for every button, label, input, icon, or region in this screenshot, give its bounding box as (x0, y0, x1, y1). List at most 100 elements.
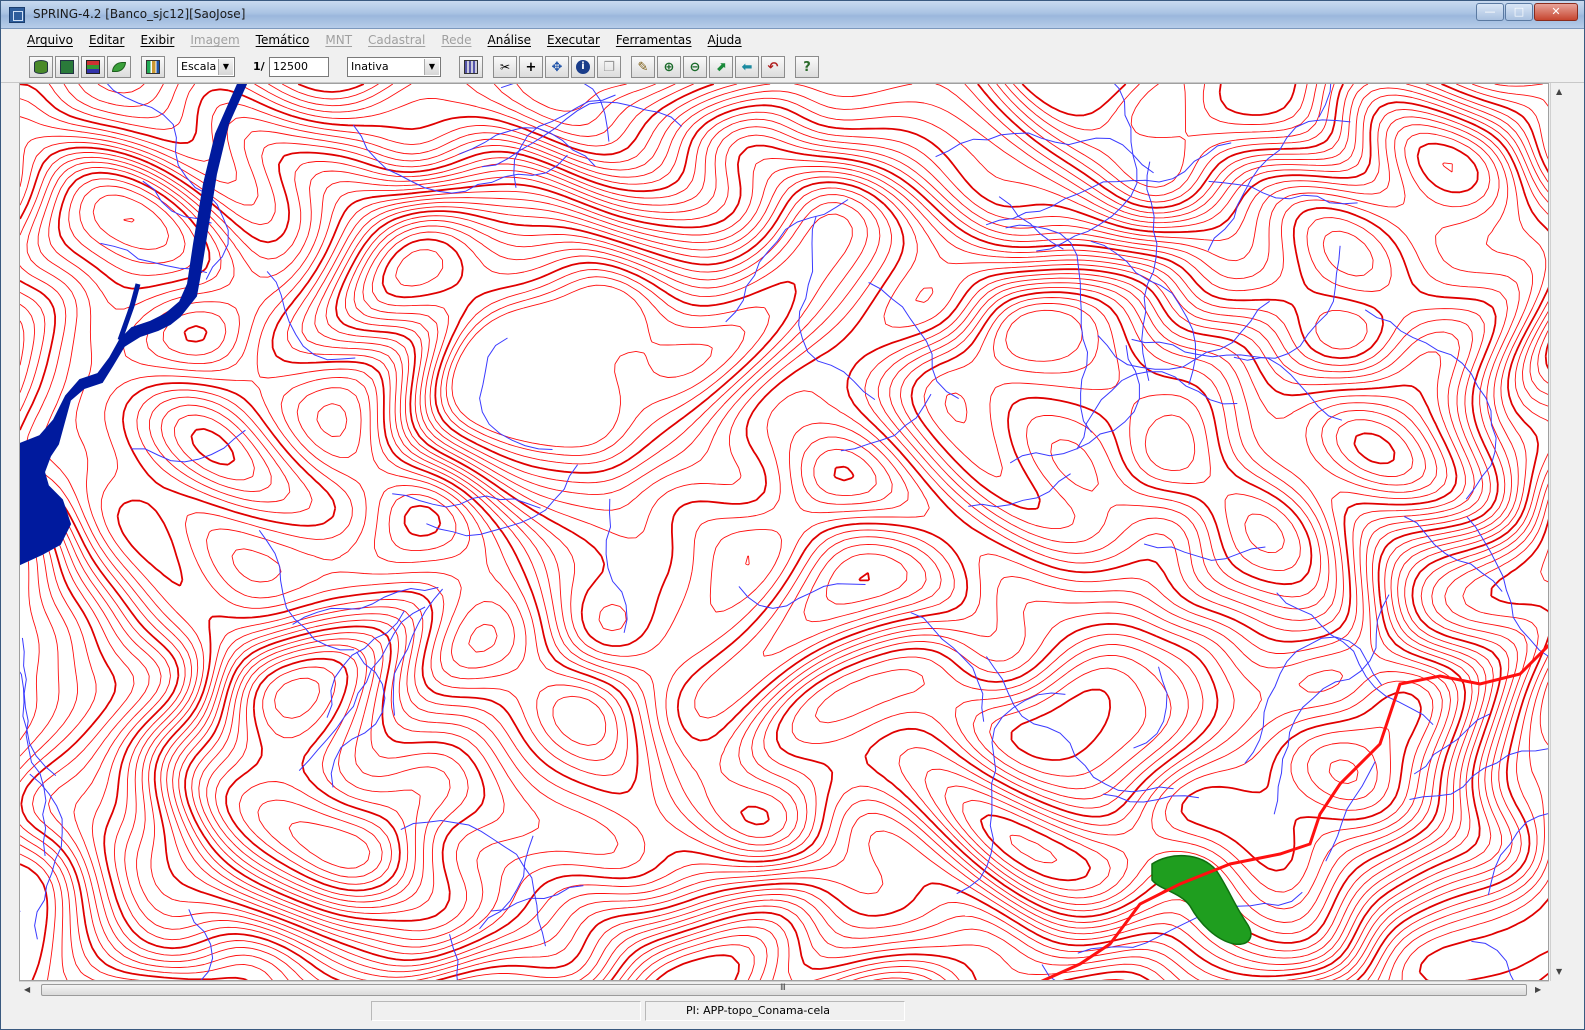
back-button[interactable]: ⬅ (735, 56, 759, 78)
help-icon: ? (803, 59, 811, 75)
database-icon (34, 60, 48, 74)
chevron-down-icon[interactable]: ▼ (424, 59, 439, 75)
drainage-stream (500, 84, 610, 142)
cursor-mode-select[interactable]: Inativa ▼ (347, 57, 441, 77)
zoom-area-button[interactable]: ⬈ (709, 56, 733, 78)
scroll-up-icon[interactable]: ▲ (1556, 87, 1563, 96)
drainage-stream (266, 271, 356, 361)
database-button[interactable] (29, 56, 53, 78)
copy-button[interactable]: ❐ (597, 56, 621, 78)
drainage-stream (1102, 793, 1199, 803)
scale-input[interactable]: 12500 (269, 57, 329, 77)
drainage-stream (1077, 891, 1303, 954)
zoom-out-icon: ⊖ (689, 59, 701, 75)
drainage-stream (1403, 516, 1503, 592)
drainage-stream (968, 473, 1071, 508)
grid-button[interactable] (459, 56, 483, 78)
chart-button[interactable] (141, 56, 165, 78)
scale-mode-value: Escala (181, 60, 217, 73)
menu-cadastral[interactable]: Cadastral (368, 33, 426, 47)
contour-line (92, 171, 1475, 941)
drainage-stream (1364, 309, 1497, 500)
scroll-down-icon[interactable]: ▼ (1556, 967, 1563, 976)
topographic-map[interactable] (20, 84, 1549, 981)
contour-line (68, 157, 1491, 955)
menu-editar[interactable]: Editar (88, 33, 125, 47)
grid-icon (464, 60, 478, 74)
horizontal-scroll-thumb[interactable]: III (41, 983, 1527, 996)
contour-line (20, 84, 1548, 980)
drainage-stream (1208, 180, 1358, 205)
drainage-stream (1244, 636, 1383, 764)
menu-executar[interactable]: Executar (546, 33, 600, 47)
drainage-stream (1325, 761, 1376, 862)
contour-line (20, 87, 1548, 980)
cut-button[interactable]: ✂ (493, 56, 517, 78)
drainage-stream (1141, 161, 1158, 381)
drainage-network (20, 84, 1548, 980)
drainage-stream (352, 124, 568, 194)
contour-line (20, 84, 1548, 980)
drainage-stream (258, 530, 355, 651)
drainage-stream (605, 498, 628, 633)
undo-button[interactable]: ↶ (761, 56, 785, 78)
project-button[interactable] (55, 56, 79, 78)
map-canvas[interactable] (19, 83, 1549, 981)
drainage-stream (1276, 592, 1434, 726)
pan-button[interactable]: ✥ (545, 56, 569, 78)
title-bar[interactable]: SPRING-4.2 [Banco_sjc12][SaoJose] — □ ✕ (1, 1, 1584, 29)
contour-line (288, 284, 1083, 869)
back-arrow-icon: ⬅ (741, 59, 753, 75)
menu-analise[interactable]: Análise (487, 33, 531, 47)
leaf-icon (112, 62, 126, 72)
undo-icon: ↶ (767, 59, 779, 75)
contour-line (48, 132, 1508, 967)
contour-line (57, 142, 1499, 961)
drainage-stream (330, 651, 386, 788)
spring-app-icon[interactable] (9, 7, 25, 23)
info-button[interactable]: i (571, 56, 595, 78)
drainage-stream (100, 242, 208, 274)
road-line (1040, 643, 1548, 980)
drainage-stream (798, 215, 876, 401)
menu-imagem[interactable]: Imagem (190, 33, 240, 47)
menu-arquivo[interactable]: Arquivo (27, 33, 73, 47)
window-controls: — □ ✕ (1476, 3, 1578, 21)
drainage-stream (20, 671, 57, 776)
menu-ajuda[interactable]: Ajuda (707, 33, 742, 47)
zoom-in-icon: ⊕ (663, 59, 675, 75)
status-plan: PI: APP-topo_Conama-cela (645, 1001, 905, 1021)
scroll-right-icon[interactable]: ▶ (1535, 985, 1542, 994)
menu-exibir[interactable]: Exibir (140, 33, 175, 47)
contour-line (79, 165, 1484, 948)
minimize-button[interactable]: — (1476, 3, 1504, 21)
drainage-stream (292, 586, 439, 625)
vertical-scrollbar[interactable]: ▲ ▼ (1550, 83, 1567, 981)
menu-rede[interactable]: Rede (441, 33, 472, 47)
drainage-stream (1466, 516, 1548, 657)
zoom-out-button[interactable]: ⊖ (683, 56, 707, 78)
drainage-stream (188, 909, 214, 980)
scale-mode-select[interactable]: Escala ▼ (177, 57, 235, 77)
help-button[interactable]: ? (795, 56, 819, 78)
contour-line (191, 187, 1448, 914)
close-button[interactable]: ✕ (1534, 3, 1578, 21)
layers-button[interactable] (81, 56, 105, 78)
horizontal-scrollbar[interactable]: ◀ III ▶ (19, 981, 1549, 998)
river-tributary (117, 283, 141, 341)
chevron-down-icon[interactable]: ▼ (218, 59, 233, 75)
menu-ferramentas[interactable]: Ferramentas (615, 33, 692, 47)
maximize-button[interactable]: □ (1505, 3, 1533, 21)
menu-tematico[interactable]: Temático (255, 33, 310, 47)
plus-icon: + (525, 59, 537, 75)
drainage-stream (1090, 240, 1197, 385)
draw-button[interactable]: ✎ (631, 56, 655, 78)
zoom-in-button[interactable]: ⊕ (657, 56, 681, 78)
contour-line (123, 176, 1466, 932)
leaf-button[interactable] (107, 56, 131, 78)
drainage-stream (956, 692, 1066, 895)
scroll-left-icon[interactable]: ◀ (24, 985, 31, 994)
plus-button[interactable]: + (519, 56, 543, 78)
menu-mnt[interactable]: MNT (325, 33, 353, 47)
